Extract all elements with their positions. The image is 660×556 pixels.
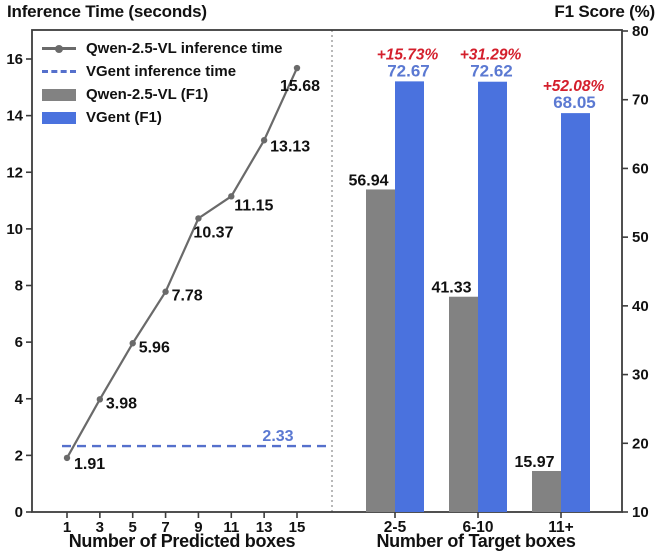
gain-label: +15.73% — [377, 46, 439, 63]
vgent-f1-bar — [478, 81, 507, 512]
y-tick-label-left: 16 — [6, 51, 23, 68]
x-tick-label: 7 — [161, 519, 169, 536]
legend-item-qwen-f1: Qwen-2.5-VL (F1) — [42, 83, 282, 106]
point-value-label: 1.91 — [74, 456, 105, 473]
line-marker — [96, 396, 104, 403]
x-tick-label: 3 — [96, 519, 104, 536]
y-tick-label-left: 8 — [15, 278, 23, 295]
category-label: 2-5 — [384, 519, 407, 536]
inference-line — [66, 67, 299, 459]
gray-line-marker-icon — [42, 44, 76, 53]
line-marker — [228, 193, 235, 200]
legend-item-qwen-line: Qwen-2.5-VL inference time — [42, 37, 282, 60]
category-label: 6-10 — [462, 519, 493, 536]
line-marker — [63, 454, 71, 462]
blue-dashed-marker-icon — [42, 70, 76, 73]
point-value-label: 15.68 — [280, 78, 320, 95]
gray-bar-value-label: 15.97 — [514, 454, 554, 471]
y-tick-label-left: 14 — [6, 108, 23, 125]
vgent-f1-bar — [561, 113, 590, 512]
point-value-label: 13.13 — [270, 138, 310, 155]
x-tick-label: 11 — [223, 519, 239, 536]
line-marker — [195, 215, 202, 222]
plot-frame — [31, 29, 623, 513]
point-value-label: 7.78 — [172, 288, 203, 305]
line-marker — [129, 340, 136, 347]
qwen-f1-bar — [532, 470, 561, 512]
left-axis-title: Inference Time (seconds) — [7, 2, 207, 21]
y-tick-label-left: 0 — [15, 504, 23, 521]
point-value-label: 11.15 — [234, 197, 273, 214]
legend: Qwen-2.5-VL inference time VGent inferen… — [42, 37, 282, 129]
point-value-label: 10.37 — [193, 224, 233, 241]
point-value-label: 3.98 — [106, 395, 137, 412]
legend-item-vgent-line: VGent inference time — [42, 60, 282, 83]
gray-patch-icon — [42, 88, 76, 101]
right-x-axis-label: Number of Target boxes — [376, 531, 576, 551]
dashed-line-value-label: 2.33 — [262, 428, 293, 445]
blue-bar-value-label: 68.05 — [553, 93, 596, 112]
gray-bar-value-label: 41.33 — [431, 280, 471, 297]
line-marker — [293, 64, 301, 72]
y-tick-label-right: 40 — [632, 298, 649, 315]
left-x-axis-label: Number of Predicted boxes — [68, 531, 296, 551]
x-tick-label: 15 — [289, 519, 306, 536]
y-tick-label-right: 60 — [632, 160, 649, 177]
legend-item-vgent-f1: VGent (F1) — [42, 106, 282, 129]
blue-patch-icon — [42, 111, 76, 124]
gray-bar-value-label: 56.94 — [348, 172, 388, 189]
y-tick-label-left: 12 — [6, 164, 23, 181]
legend-label: VGent inference time — [86, 63, 237, 80]
y-tick-label-right: 20 — [632, 435, 649, 452]
gain-label: +52.08% — [543, 78, 605, 95]
y-tick-label-right: 80 — [632, 23, 649, 40]
x-tick-label: 9 — [194, 519, 202, 536]
right-axis-title: F1 Score (%) — [554, 2, 655, 21]
line-marker — [162, 288, 169, 295]
y-tick-label-left: 2 — [15, 447, 23, 464]
point-value-label: 5.96 — [139, 339, 170, 356]
legend-label: Qwen-2.5-VL inference time — [86, 40, 283, 57]
y-tick-label-right: 50 — [632, 229, 649, 246]
vgent-f1-bar — [395, 81, 424, 513]
y-tick-label-left: 6 — [15, 334, 23, 351]
y-tick-label-left: 4 — [15, 391, 24, 408]
qwen-f1-bar — [366, 189, 395, 512]
y-tick-label-left: 10 — [6, 221, 23, 238]
x-tick-label: 5 — [129, 519, 137, 536]
y-tick-label-right: 10 — [632, 504, 649, 521]
x-tick-label: 1 — [63, 519, 71, 536]
gain-label: +31.29% — [460, 47, 522, 64]
category-label: 11+ — [548, 519, 573, 536]
blue-bar-value-label: 72.62 — [470, 62, 513, 81]
legend-label: Qwen-2.5-VL (F1) — [86, 86, 209, 103]
line-marker — [260, 137, 268, 144]
qwen-f1-bar — [449, 296, 478, 512]
legend-label: VGent (F1) — [86, 109, 162, 126]
y-tick-label-right: 70 — [632, 92, 649, 109]
blue-bar-value-label: 72.67 — [387, 61, 430, 80]
x-tick-label: 13 — [256, 519, 273, 536]
y-tick-label-right: 30 — [632, 367, 649, 384]
